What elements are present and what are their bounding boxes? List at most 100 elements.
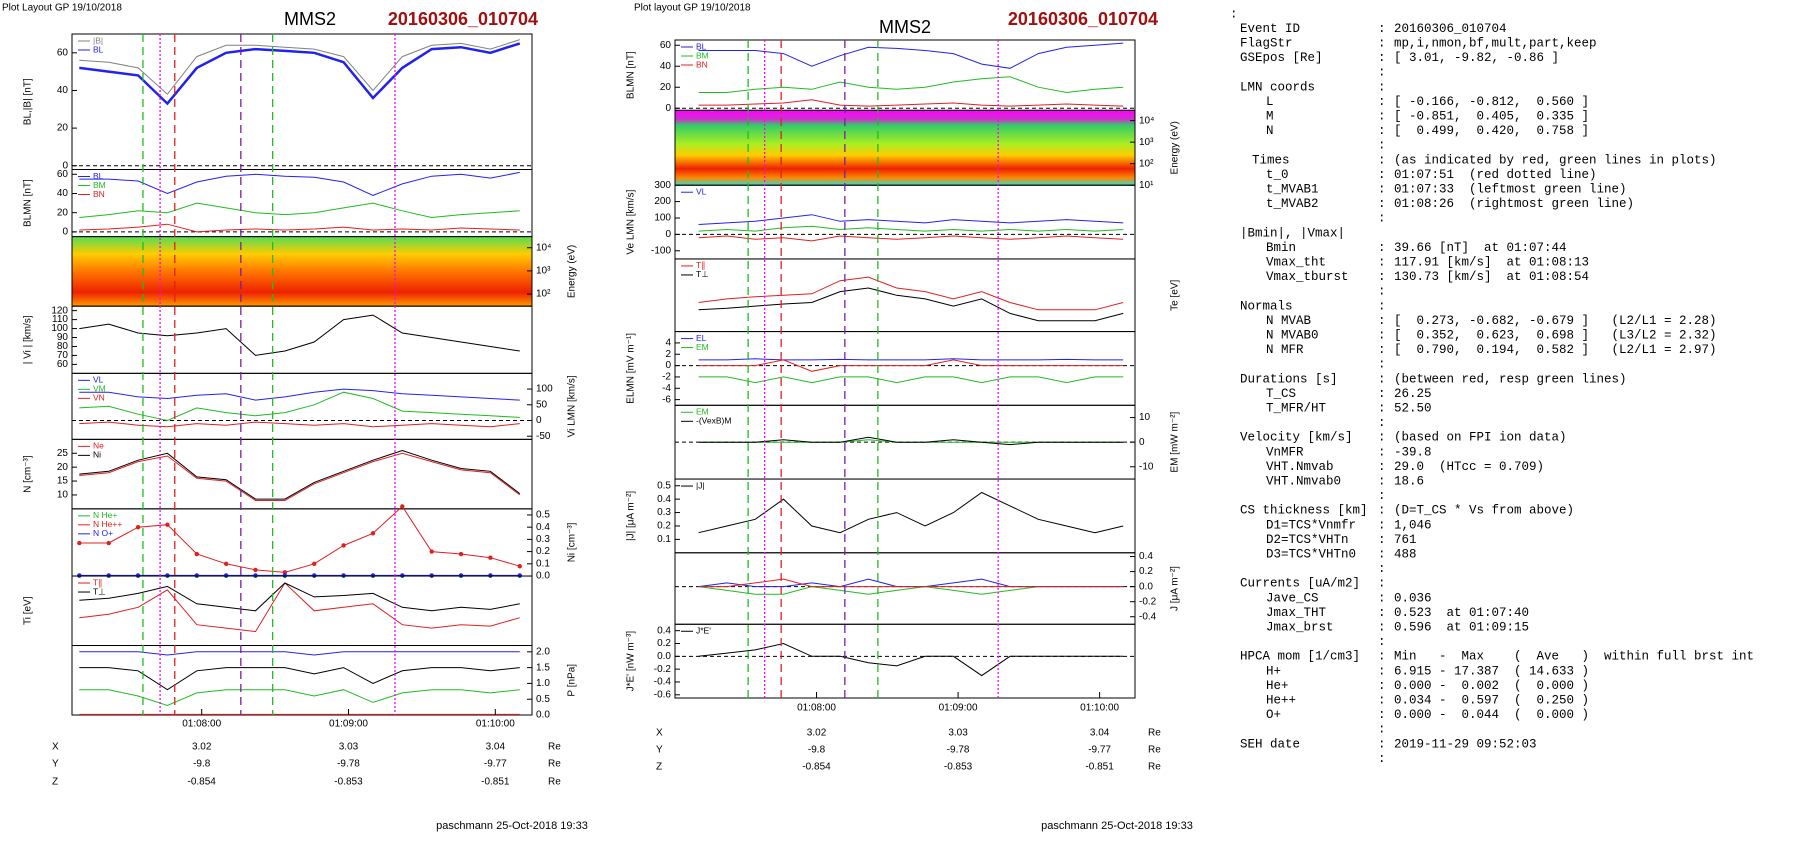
y-tick-label: -0.4 [654,677,672,688]
x-tick-label: 01:08:00 [182,719,221,730]
data-line [698,99,1124,107]
data-line [698,578,1124,588]
info-colon: : [1378,36,1386,50]
panel-frame [71,575,533,647]
y-tick-label: 110 [52,314,68,325]
info-value: (based on FPI ion data) [1394,431,1567,445]
orbit-label: X [52,742,59,753]
data-line [79,223,520,233]
info-colon: : [1378,285,1386,299]
info-colon: : [1378,533,1386,547]
info-value: 6.915 - 17.387 ( 14.633 ) [1394,664,1589,678]
data-line [79,582,520,633]
y-tick-label: 100 [51,323,68,334]
y-tick-label: 0.0 [536,571,550,582]
info-label: Jave_CS [1266,591,1319,605]
info-colon: : [1378,620,1386,634]
data-point [253,567,258,573]
data-line [698,358,1124,361]
info-value: 761 [1394,533,1417,547]
info-label: D1=TCS*Vnmfr [1266,518,1356,532]
data-point [223,561,229,567]
y-axis-label: BL,|B| [nT] [23,78,34,125]
legend-label: EL [696,333,707,343]
data-line [79,452,521,501]
info-colon: : [1378,708,1386,722]
info-label: D3=TCS*VHTn0 [1266,547,1356,561]
info-value: (D=T_CS * Vs from above) [1394,504,1574,518]
data-line [698,642,1124,677]
y-tick-label: 0.5 [657,480,671,491]
info-colon: : [1378,241,1386,255]
info-label: M [1266,109,1274,123]
data-point [282,573,288,578]
info-value: [ 0.790, 0.194, 0.582 ] (L2/L1 = 2.97) [1394,343,1717,357]
info-colon: : [1378,723,1386,737]
y-axis-label: Ve LMN [km/s] [626,189,637,254]
info-label: t_MVAB2 [1266,197,1319,211]
data-line [698,491,1124,534]
info-value: 0.036 [1394,591,1432,605]
info-label: SEH date [1240,737,1300,751]
y-tick-label: -4 [662,383,671,394]
info-value: 117.91 [km/s] at 01:08:13 [1394,255,1589,269]
data-point [135,573,141,578]
info-value: 0.000 - 0.044 ( 0.000 ) [1394,708,1589,722]
data-point [77,573,82,578]
data-line [698,376,1124,384]
legend-label: EM [696,407,709,417]
info-label: FlagStr [1240,36,1293,50]
data-point [165,573,170,578]
data-line [79,391,520,422]
info-value: 29.0 (HTcc = 0.709) [1394,460,1544,474]
info-value: 01:08:26 (rightmost green line) [1394,197,1634,211]
y-tick-label: 0.2 [657,521,671,532]
orbit-value: 3.02 [192,742,212,753]
data-point [223,573,229,578]
info-colon: : [1378,474,1386,488]
info-colon: : [1378,343,1386,357]
y-tick-label: 10⁴ [536,242,551,253]
y-tick-label: 80 [57,341,69,352]
info-value: [ 0.352, 0.623, 0.698 ] (L3/L2 = 2.32) [1394,328,1717,342]
y-tick-label: 90 [57,332,69,343]
y-axis-label: J [μA m⁻²] [1170,566,1181,611]
info-label: VnMFR [1266,445,1304,459]
orbit-value: 3.02 [807,728,827,739]
legend-label: T⊥ [696,269,709,279]
data-line [79,42,521,106]
spectrogram [72,236,532,307]
info-colon: : [1378,445,1386,459]
info-colon: : [1378,270,1386,284]
info-colon: : [1378,518,1386,532]
info-colon: : [1378,358,1386,372]
y-tick-label: 0.2 [1139,566,1153,577]
data-line [79,171,520,196]
info-value: 0.000 - 0.002 ( 0.000 ) [1394,679,1589,693]
plot-title: MMS2 [284,9,336,29]
y-tick-label: 20 [57,462,69,473]
orbit-value: 3.04 [486,742,506,753]
info-label: GSEpos [Re] [1240,51,1323,65]
event-date: 20160306_010704 [388,9,538,29]
data-point [517,573,522,578]
info-label: N [1266,124,1274,138]
y-tick-label: 0.1 [657,534,671,545]
orbit-value: -9.8 [193,759,211,770]
y-tick-label: 0.4 [657,494,671,505]
y-tick-label: 15 [57,476,69,487]
data-point [106,540,111,546]
y-tick-label: 200 [654,196,671,207]
orbit-value: -0.853 [944,762,973,773]
info-value: 130.73 [km/s] at 01:08:54 [1394,270,1589,284]
orbit-value: -9.78 [337,759,360,770]
y-axis-label: Te [eV] [1170,279,1181,310]
legend-label: BM [696,50,709,60]
y-axis-label: P [nPa] [567,664,578,697]
orbit-unit: Re [548,759,561,770]
legend-label: VL [696,186,707,196]
info-label: Normals [1240,299,1293,313]
data-line [698,235,1124,242]
y-tick-label: 10 [1139,412,1151,423]
panel-frame [674,331,1136,406]
